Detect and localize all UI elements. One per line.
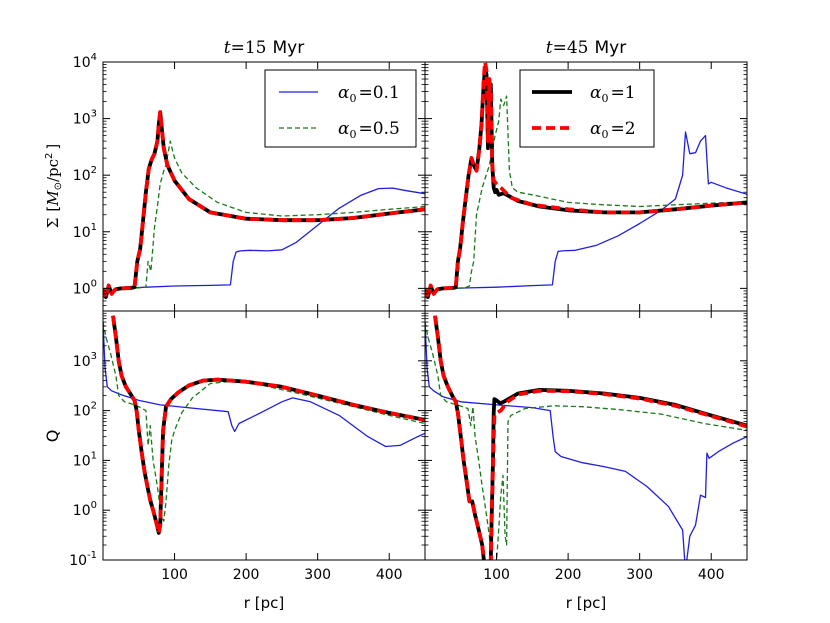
- title-val: =45: [553, 38, 589, 58]
- series-line-alpha0_2: [103, 110, 425, 299]
- series-line-alpha0_0.5: [425, 321, 747, 560]
- legend-value: =0.1: [358, 83, 399, 103]
- y-tick-label: 103: [73, 351, 97, 370]
- legend-symbol: α: [338, 83, 350, 103]
- title-var: t: [224, 38, 231, 58]
- y-tick-label: 103: [73, 109, 97, 128]
- y-tick-exp: 3: [91, 109, 97, 120]
- legend-value: =0.5: [358, 119, 399, 139]
- series-group: [425, 315, 747, 560]
- y-tick-base: 10: [73, 112, 91, 128]
- x-tick-label: 200: [555, 567, 582, 583]
- y-tick-label: 102: [73, 165, 97, 184]
- legend-right: α0 =1 α0 =2: [519, 69, 655, 148]
- x-tick-label: 200: [233, 567, 260, 583]
- panel-frame: [424, 310, 748, 561]
- y-tick-exp: 4: [91, 52, 97, 63]
- xlabel-right: r [pc]: [566, 594, 606, 612]
- legend-label-alpha-0.1: α0 =0.1: [338, 83, 400, 105]
- series-line-alpha0_0.5: [103, 321, 425, 522]
- legend-value: =1: [610, 83, 635, 103]
- y-tick-exp: 0: [91, 500, 97, 511]
- y-tick-base: 10: [73, 453, 91, 469]
- y-tick-label: 102: [73, 401, 97, 420]
- y-tick-base: 10: [73, 55, 91, 71]
- series-line-alpha0_2: [433, 315, 747, 560]
- ylabel-q: Q: [43, 430, 62, 443]
- ylabel-symbol: Σ: [44, 218, 62, 229]
- y-tick-exp: -1: [87, 550, 97, 561]
- y-tick-label: 101: [73, 222, 97, 241]
- title-var: t: [546, 38, 553, 58]
- x-tick-label: 100: [483, 567, 510, 583]
- y-tick-label: 100: [73, 278, 97, 297]
- series-line-alpha0_0.5: [425, 95, 747, 298]
- y-tick-base: 10: [73, 404, 91, 420]
- y-tick-base: 10: [73, 354, 91, 370]
- legend-frame: [519, 69, 655, 148]
- y-tick-exp: 1: [91, 450, 97, 461]
- x-tick-label: 400: [698, 567, 725, 583]
- legend-subscript: 0: [349, 128, 356, 141]
- y-tick-exp: 0: [91, 278, 97, 289]
- y-tick-base: 10: [69, 553, 87, 569]
- y-tick-base: 10: [73, 225, 91, 241]
- series-line-alpha0_0.1: [103, 187, 425, 298]
- series-line-alpha0_0.1: [425, 131, 747, 298]
- xlabel-left: r [pc]: [244, 594, 284, 612]
- y-tick-exp: 3: [91, 351, 97, 362]
- y-tick-label: 101: [73, 450, 97, 469]
- legend-symbol: α: [338, 119, 350, 139]
- x-tick-label: 300: [304, 567, 331, 583]
- title-unit: Myr: [273, 38, 305, 58]
- legend-value: =2: [610, 119, 635, 139]
- series-line-alpha0_2: [111, 315, 425, 535]
- legend-label-alpha-0.5: α0 =0.5: [338, 119, 400, 141]
- legend-subscript: 0: [601, 92, 608, 105]
- y-tick-base: 10: [73, 281, 91, 297]
- panel-title-right: t=45 Myr: [546, 38, 626, 58]
- y-tick-base: 10: [73, 503, 91, 519]
- ylabel-sun: ⊙: [53, 182, 64, 190]
- series-line-alpha0_2: [425, 62, 747, 299]
- legend-label-alpha-2: α0 =2: [590, 119, 636, 141]
- y-tick-exp: 2: [91, 401, 97, 412]
- ylabel-bracket-close: ]: [44, 144, 62, 150]
- panel-title-left: t=15 Myr: [224, 38, 304, 58]
- legend-subscript: 0: [349, 92, 356, 105]
- series-line-alpha0_0.5: [103, 140, 425, 298]
- y-tick-exp: 2: [91, 165, 97, 176]
- x-tick-label: 100: [161, 567, 188, 583]
- series-line-alpha0_0.1: [103, 321, 425, 448]
- ylabel-bracket: [: [44, 206, 62, 212]
- ylabel-sigma: Σ [M⊙/pc2]: [44, 144, 64, 229]
- legend-label-alpha-1: α0 =1: [590, 83, 636, 105]
- legend-left: α0 =0.1 α0 =0.5: [264, 69, 417, 148]
- legend-symbol: α: [590, 83, 602, 103]
- x-tick-label: 400: [376, 567, 403, 583]
- panel-Q-t45: 100 200 300 400: [424, 310, 748, 583]
- x-tick-label: 300: [626, 567, 653, 583]
- legend-subscript: 0: [601, 128, 608, 141]
- ylabel-exp: 2: [44, 153, 55, 159]
- y-tick-label: 10-1: [69, 550, 97, 569]
- series-group: [425, 62, 747, 299]
- y-tick-label: 104: [73, 52, 97, 71]
- title-unit: Myr: [595, 38, 627, 58]
- series-group: [103, 315, 425, 535]
- legend-frame: [264, 69, 417, 148]
- y-tick-exp: 1: [91, 222, 97, 233]
- series-line-alpha0_0.1: [425, 321, 747, 560]
- series-group: [103, 110, 425, 299]
- ylabel-pc: /pc: [44, 159, 62, 182]
- y-tick-base: 10: [73, 168, 91, 184]
- ylabel-mass: M: [44, 190, 62, 207]
- series-line-alpha0_1: [425, 65, 747, 299]
- legend-symbol: α: [590, 119, 602, 139]
- y-tick-label: 100: [73, 500, 97, 519]
- title-val: =15: [231, 38, 267, 58]
